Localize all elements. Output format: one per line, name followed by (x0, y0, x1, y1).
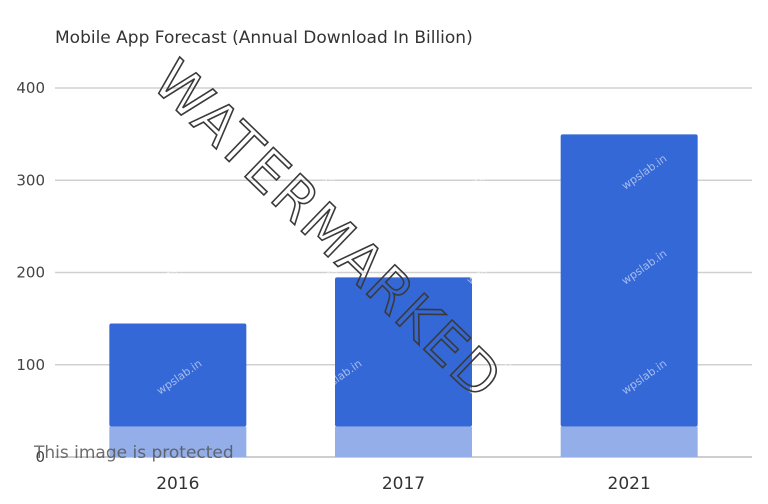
bar-2021-segment-2 (560, 134, 698, 427)
y-axis-ticks: 0 100 200 300 400 (16, 79, 45, 466)
watermark-site-text: wpslab.in (154, 247, 204, 287)
bar-2021-segment-1 (560, 426, 698, 457)
y-tick-label: 0 (35, 448, 45, 466)
x-axis-ticks: 2016 2017 2021 (156, 474, 651, 494)
x-tick-label: 2017 (382, 474, 425, 494)
bar-2017-segment-2 (335, 277, 472, 427)
chart-title: Mobile App Forecast (Annual Download In … (55, 28, 473, 48)
bars (109, 134, 698, 457)
y-tick-label: 100 (16, 356, 45, 374)
y-tick-label: 400 (16, 79, 45, 97)
watermark-site-text: wpslab.in (464, 152, 514, 192)
bar-2016-segment-2 (109, 323, 247, 427)
watermark-site-text: wpslab.in (464, 247, 514, 287)
bar-2017-segment-1 (335, 426, 472, 457)
watermark-protected-text: This image is protected (33, 443, 234, 463)
x-tick-label: 2016 (156, 474, 199, 494)
bar-2016-segment-1 (109, 426, 247, 457)
x-tick-label: 2021 (608, 474, 651, 494)
y-tick-label: 300 (16, 171, 45, 189)
y-tick-label: 200 (16, 264, 45, 282)
